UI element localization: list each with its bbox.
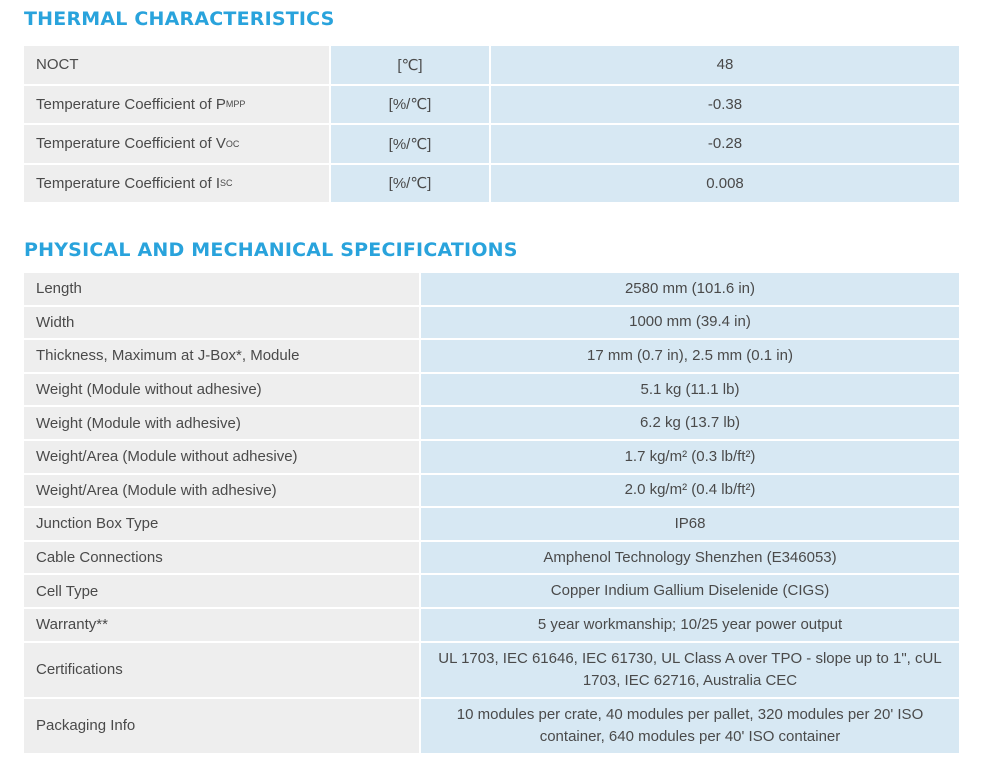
row-label: Width <box>24 306 419 339</box>
table-row: Length 2580 mm (101.6 in) <box>24 273 959 305</box>
row-label: Length <box>24 273 419 305</box>
row-label: Weight/Area (Module without adhesive) <box>24 440 419 473</box>
row-value: 5.1 kg (11.1 lb) <box>421 373 959 406</box>
row-value: 1000 mm (39.4 in) <box>421 306 959 339</box>
row-label: Cable Connections <box>24 541 419 574</box>
row-value: 17 mm (0.7 in), 2.5 mm (0.1 in) <box>421 340 959 372</box>
row-unit: [℃] <box>331 46 489 84</box>
row-unit: [%/℃] <box>331 85 489 123</box>
row-label: Weight/Area (Module with adhesive) <box>24 474 419 507</box>
table-row: Junction Box Type IP68 <box>24 508 959 540</box>
row-label: Temperature Coefficient of I SC <box>24 164 329 202</box>
table-row: Warranty** 5 year workmanship; 10/25 yea… <box>24 608 959 641</box>
row-label: Weight (Module without adhesive) <box>24 373 419 406</box>
table-row: Temperature Coefficient of V OC [%/℃] -0.… <box>24 125 959 163</box>
table-row: Weight/Area (Module without adhesive) 1.… <box>24 440 959 473</box>
table-row: Packaging Info 10 modules per crate, 40 … <box>24 698 959 753</box>
physical-mechanical-specs-heading: PHYSICAL AND MECHANICAL SPECIFICATIONS <box>24 239 518 261</box>
table-row: Width 1000 mm (39.4 in) <box>24 306 959 339</box>
row-value: 2.0 kg/m² (0.4 lb/ft²) <box>421 474 959 507</box>
subscript: SC <box>219 178 233 189</box>
row-label: Packaging Info <box>24 698 419 753</box>
row-unit: [%/℃] <box>331 125 489 163</box>
table-row: Weight/Area (Module with adhesive) 2.0 k… <box>24 474 959 507</box>
row-label: NOCT <box>24 46 329 84</box>
table-row: Cell Type Copper Indium Gallium Diseleni… <box>24 575 959 607</box>
row-value: -0.28 <box>491 125 959 163</box>
table-row: NOCT [℃] 48 <box>24 46 959 84</box>
row-value: 0.008 <box>491 164 959 202</box>
row-value: 10 modules per crate, 40 modules per pal… <box>421 698 959 753</box>
row-label: Cell Type <box>24 575 419 607</box>
table-row: Thickness, Maximum at J-Box*, Module 17 … <box>24 340 959 372</box>
row-value: 5 year workmanship; 10/25 year power out… <box>421 608 959 641</box>
row-value: IP68 <box>421 508 959 540</box>
row-label: Certifications <box>24 642 419 697</box>
thermal-characteristics-table: NOCT [℃] 48 Temperature Coefficient of P… <box>24 46 959 204</box>
row-value: Copper Indium Gallium Diselenide (CIGS) <box>421 575 959 607</box>
table-row: Cable Connections Amphenol Technology Sh… <box>24 541 959 574</box>
physical-mechanical-specs-table: Length 2580 mm (101.6 in) Width 1000 mm … <box>24 273 959 755</box>
row-value: -0.38 <box>491 85 959 123</box>
thermal-characteristics-heading: THERMAL CHARACTERISTICS <box>24 8 335 30</box>
row-unit: [%/℃] <box>331 164 489 202</box>
table-row: Certifications UL 1703, IEC 61646, IEC 6… <box>24 642 959 697</box>
row-label: Junction Box Type <box>24 508 419 540</box>
row-value: 2580 mm (101.6 in) <box>421 273 959 305</box>
table-row: Weight (Module with adhesive) 6.2 kg (13… <box>24 407 959 439</box>
row-label: Temperature Coefficient of P MPP <box>24 85 329 123</box>
table-row: Temperature Coefficient of P MPP [%/℃] -0… <box>24 85 959 123</box>
row-value: 48 <box>491 46 959 84</box>
table-row: Weight (Module without adhesive) 5.1 kg … <box>24 373 959 406</box>
row-label: Warranty** <box>24 608 419 641</box>
table-row: Temperature Coefficient of I SC [%/℃] 0.0… <box>24 164 959 202</box>
row-value: UL 1703, IEC 61646, IEC 61730, UL Class … <box>421 642 959 697</box>
row-value: 6.2 kg (13.7 lb) <box>421 407 959 439</box>
row-value: 1.7 kg/m² (0.3 lb/ft²) <box>421 440 959 473</box>
row-value: Amphenol Technology Shenzhen (E346053) <box>421 541 959 574</box>
row-label: Weight (Module with adhesive) <box>24 407 419 439</box>
row-label: Thickness, Maximum at J-Box*, Module <box>24 340 419 372</box>
subscript: OC <box>225 138 240 149</box>
subscript: MPP <box>225 99 246 110</box>
row-label: Temperature Coefficient of V OC <box>24 125 329 163</box>
